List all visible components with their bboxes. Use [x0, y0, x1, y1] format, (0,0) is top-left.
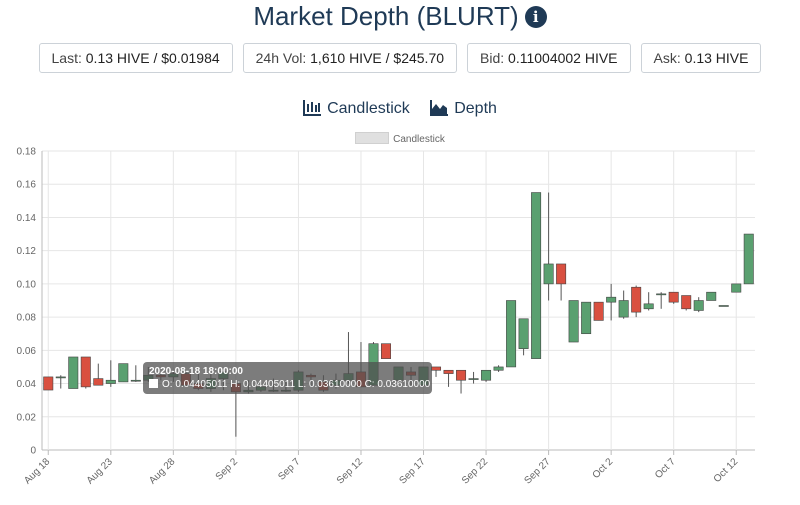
- x-tick-label: Oct 12: [712, 456, 741, 485]
- y-tick-label: 0.04: [17, 379, 37, 390]
- candle-body: [80, 356, 91, 388]
- x-tick-label: Sep 2: [214, 456, 241, 483]
- tooltip-values: O: 0.04405011 H: 0.04405011 L: 0.0361000…: [162, 379, 431, 390]
- info-icon[interactable]: i: [524, 6, 547, 28]
- stat-ask-value: 0.13 HIVE: [684, 50, 749, 66]
- candle-body: [93, 378, 104, 386]
- candle-body: [643, 303, 654, 310]
- candle-body: [68, 356, 79, 389]
- x-tick-label: Aug 28: [147, 456, 177, 486]
- tooltip-title: 2020-08-18 18:00:00: [149, 366, 243, 377]
- x-tick-label: Oct 7: [653, 456, 678, 481]
- candle-body: [518, 318, 529, 349]
- tab-depth-label: Depth: [454, 100, 497, 117]
- x-tick-label: Sep 22: [460, 456, 490, 486]
- page-title-text: Market Depth (BLURT): [253, 1, 519, 31]
- candle-body: [431, 366, 442, 371]
- candle-body: [581, 301, 592, 335]
- y-tick-label: 0.16: [17, 180, 37, 191]
- candle-body: [606, 296, 617, 303]
- candle-body: [43, 376, 54, 391]
- candle-body: [718, 305, 729, 307]
- candle-body: [668, 291, 679, 303]
- stat-bid: Bid: 0.11004002 HIVE: [467, 43, 631, 73]
- y-tick-label: 0.14: [17, 213, 37, 224]
- x-tick-label: Sep 7: [276, 456, 303, 483]
- stat-last: Last: 0.13 HIVE / $0.01984: [38, 43, 233, 73]
- candle-body: [55, 376, 66, 379]
- stat-volume-value: 1,610 HIVE / $245.70: [310, 50, 445, 66]
- tab-depth[interactable]: Depth: [430, 100, 497, 118]
- chart-tabs: Candlestick Depth: [0, 100, 800, 118]
- candle-body: [531, 192, 542, 359]
- y-tick-label: 0.06: [17, 346, 37, 357]
- chart-tooltip: 2020-08-18 18:00:00 O: 0.04405011 H: 0.0…: [143, 362, 432, 394]
- candle-body: [656, 293, 667, 296]
- candle-body: [693, 300, 704, 311]
- candle-body: [681, 295, 692, 310]
- x-tick-label: Oct 2: [591, 456, 616, 481]
- candle-body: [130, 379, 141, 382]
- y-tick-label: 0.10: [17, 279, 37, 290]
- candle-body: [381, 343, 391, 359]
- y-tick-label: 0.12: [17, 246, 37, 257]
- y-tick-label: 0.02: [17, 412, 37, 423]
- candle-body: [105, 379, 116, 384]
- stat-last-value: 0.13 HIVE / $0.01984: [85, 50, 220, 66]
- candle-body: [593, 301, 604, 321]
- candle-body: [456, 369, 467, 381]
- y-tick-label: 0.18: [17, 147, 37, 158]
- candle-body: [118, 363, 129, 383]
- candlestick-chart: 0 0.02 0.04 0.06 0.08 0.10 0.12 0.14 0.16 0.18 Aug…: [17, 147, 755, 487]
- x-tick-label: Aug 23: [85, 456, 115, 486]
- stat-bid-value: 0.11004002 HIVE: [508, 50, 618, 66]
- candle-body: [731, 283, 742, 293]
- candle-body: [618, 300, 629, 318]
- candle-body: [631, 286, 642, 313]
- legend-label: Candlestick: [393, 134, 445, 145]
- page-title: Market Depth (BLURT) i: [0, 0, 800, 32]
- stat-ask-label: Ask:: [653, 50, 681, 66]
- stats-bar: Last: 0.13 HIVE / $0.01984 24h Vol: 1,61…: [0, 43, 800, 73]
- candlestick-chart-icon: [303, 100, 322, 116]
- stat-volume: 24h Vol: 1,610 HIVE / $245.70: [242, 43, 458, 73]
- candle-body: [568, 300, 579, 343]
- candle-body: [493, 366, 504, 371]
- candle-body: [468, 378, 479, 380]
- tab-candlestick[interactable]: Candlestick: [303, 100, 410, 118]
- tab-candlestick-label: Candlestick: [327, 100, 410, 117]
- candle-body: [543, 263, 554, 285]
- stat-bid-label: Bid:: [480, 50, 505, 66]
- x-tick-label: Sep 12: [335, 456, 365, 486]
- stat-volume-label: 24h Vol:: [255, 50, 307, 66]
- stat-last-label: Last:: [51, 50, 82, 66]
- area-chart-icon: [430, 100, 449, 116]
- candle-body: [443, 369, 454, 374]
- x-tick-label: Aug 18: [22, 456, 52, 486]
- stat-ask: Ask: 0.13 HIVE: [640, 43, 762, 73]
- y-tick-label: 0.08: [17, 313, 37, 324]
- tooltip-swatch: [149, 379, 158, 388]
- candle-body: [743, 233, 754, 285]
- candle-body: [506, 300, 517, 368]
- y-tick-label: 0: [30, 446, 36, 457]
- candle-body: [481, 369, 492, 381]
- legend-swatch: [355, 132, 390, 144]
- candle-body: [556, 263, 567, 285]
- candle-body: [706, 291, 717, 301]
- x-tick-label: Sep 27: [523, 456, 553, 486]
- x-tick-label: Sep 17: [397, 456, 427, 486]
- chart-legend[interactable]: Candlestick: [0, 132, 800, 145]
